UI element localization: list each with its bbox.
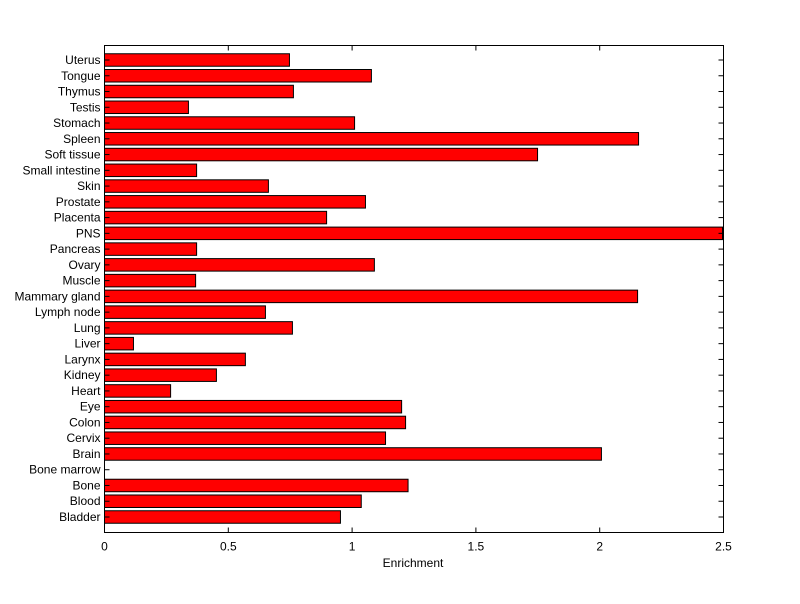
y-tick-label: Eye bbox=[80, 400, 101, 414]
bar-stomach bbox=[104, 116, 356, 130]
y-tick-label: PNS bbox=[76, 226, 101, 240]
x-axis-label: Enrichment bbox=[383, 556, 444, 570]
y-tick-label: Skin bbox=[77, 179, 100, 193]
bar-brain bbox=[104, 447, 602, 461]
x-tick-label: 0 bbox=[101, 540, 108, 554]
y-tick-label: Bone bbox=[72, 478, 100, 492]
bar-pns bbox=[104, 226, 724, 241]
y-tick-label: Mammary gland bbox=[14, 289, 100, 303]
bar-mammary-gland bbox=[104, 289, 639, 304]
bar-small-intestine bbox=[104, 163, 198, 178]
y-tick-label: Ovary bbox=[68, 258, 100, 272]
bar-lung bbox=[104, 321, 293, 335]
y-tick-label: Heart bbox=[71, 384, 101, 398]
y-tick-label: Colon bbox=[69, 415, 100, 429]
y-tick-label: Uterus bbox=[65, 53, 100, 67]
y-tick-label: Pancreas bbox=[50, 242, 101, 256]
y-tick-label: Stomach bbox=[53, 116, 100, 130]
bar-thymus bbox=[104, 84, 294, 99]
bar-eye bbox=[104, 399, 403, 414]
y-tick-label: Bladder bbox=[59, 510, 100, 524]
bar-tongue bbox=[104, 69, 372, 83]
bar-muscle bbox=[104, 273, 197, 288]
bar-placenta bbox=[104, 210, 328, 225]
x-tick-label: 0.5 bbox=[220, 540, 237, 554]
bar-bladder bbox=[104, 510, 341, 524]
x-tick-label: 2 bbox=[596, 540, 603, 554]
bar-bone bbox=[104, 478, 409, 493]
y-tick-label: Thymus bbox=[58, 85, 101, 99]
bar-pancreas bbox=[104, 242, 198, 256]
y-tick-label: Spleen bbox=[63, 132, 100, 146]
y-tick-label: Cervix bbox=[66, 431, 100, 445]
y-tick-label: Muscle bbox=[62, 274, 100, 288]
y-tick-label: Testis bbox=[70, 100, 101, 114]
bar-colon bbox=[104, 415, 407, 430]
x-tick-label: 2.5 bbox=[715, 540, 732, 554]
y-tick-label: Tongue bbox=[61, 69, 101, 83]
x-tick-label: 1.5 bbox=[468, 540, 485, 554]
bar-blood bbox=[104, 494, 362, 508]
bars bbox=[104, 53, 724, 524]
x-tick-label: 1 bbox=[349, 540, 356, 554]
y-tick-label: Lung bbox=[74, 321, 101, 335]
x-axis: 0 0.5 1 1.5 2 2.5 bbox=[101, 45, 732, 554]
y-tick-label: Kidney bbox=[64, 368, 101, 382]
y-tick-label: Blood bbox=[70, 494, 101, 508]
bar-ovary bbox=[104, 258, 375, 272]
bar-larynx bbox=[104, 352, 246, 367]
bar-spleen bbox=[104, 132, 640, 146]
y-tick-label: Larynx bbox=[64, 352, 100, 366]
y-tick-label: Liver bbox=[74, 337, 100, 351]
bar-skin bbox=[104, 179, 269, 193]
y-tick-label: Small intestine bbox=[22, 163, 100, 177]
y-tick-label: Placenta bbox=[54, 211, 101, 225]
bar-heart bbox=[104, 384, 172, 398]
y-tick-label: Soft tissue bbox=[44, 148, 100, 162]
bar-soft-tissue bbox=[104, 147, 539, 162]
bar-lymph-node bbox=[104, 305, 266, 319]
bar-testis bbox=[104, 100, 189, 115]
bar-kidney bbox=[104, 368, 217, 382]
y-tick-label: Bone marrow bbox=[29, 463, 101, 477]
bar-prostate bbox=[104, 195, 366, 209]
bar-uterus bbox=[104, 53, 290, 67]
plot-frame bbox=[104, 45, 724, 533]
y-tick-label: Brain bbox=[72, 447, 100, 461]
y-tick-label: Lymph node bbox=[35, 305, 101, 319]
y-tick-label: Prostate bbox=[56, 195, 101, 209]
bar-cervix bbox=[104, 431, 387, 445]
